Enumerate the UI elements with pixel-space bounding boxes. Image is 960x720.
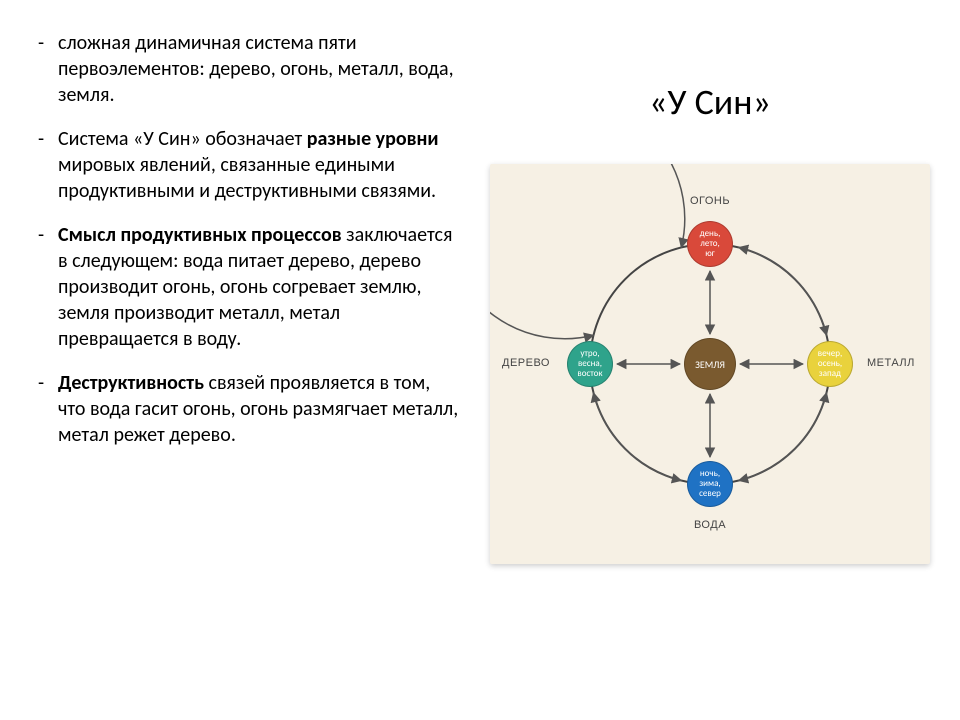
node-inner-text: ночь, зима, север [699, 469, 721, 499]
bullet-text: Система «У Син» обозначает [58, 127, 307, 151]
diagram-column: «У Син» день, лето, юг вечер, осень, запа… [470, 0, 960, 720]
bullet-list: сложная динамичная система пяти первоэле… [28, 30, 460, 448]
bullet-text: сложная динамичная система пяти первоэле… [58, 31, 454, 107]
text-column: сложная динамичная система пяти первоэле… [0, 0, 470, 720]
list-item: Система «У Син» обозначает разные уровни… [28, 126, 460, 204]
element-label-metal: МЕТАЛЛ [867, 357, 927, 369]
wuxing-diagram: день, лето, юг вечер, осень, запад ночь, з… [490, 164, 930, 564]
node-inner-text: утро, весна, восток [577, 349, 602, 379]
bullet-bold: Смысл продуктивных процессов [58, 223, 342, 247]
element-label-wood: ДЕРЕВО [495, 357, 550, 369]
list-item: Смысл продуктивных процессов заключается… [28, 222, 460, 352]
element-node-metal: вечер, осень, запад [807, 341, 853, 387]
element-label-fire: ОГОНЬ [670, 195, 750, 207]
node-inner-text: ЗЕМЛЯ [695, 359, 725, 370]
center-node: ЗЕМЛЯ [684, 338, 736, 390]
page-title: «У Син» [480, 80, 940, 124]
node-inner-text: вечер, осень, запад [818, 349, 842, 379]
bullet-bold: разные уровни [307, 127, 439, 151]
bullet-bold: Деструктивность [58, 371, 204, 395]
list-item: Деструктивность связей проявляется в том… [28, 370, 460, 448]
element-node-water: ночь, зима, север [687, 461, 733, 507]
element-label-water: ВОДА [670, 519, 750, 531]
node-inner-text: день, лето, юг [700, 229, 721, 259]
bullet-post: мировых явлений, связанные едиными проду… [58, 153, 436, 203]
list-item: сложная динамичная система пяти первоэле… [28, 30, 460, 108]
element-node-wood: утро, весна, восток [567, 341, 613, 387]
element-node-fire: день, лето, юг [687, 221, 733, 267]
slide: сложная динамичная система пяти первоэле… [0, 0, 960, 720]
